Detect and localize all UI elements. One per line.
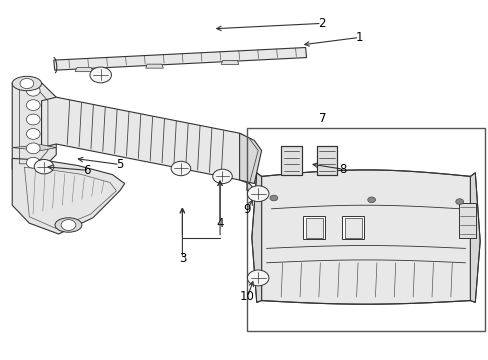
Polygon shape [12,145,56,150]
Circle shape [367,197,375,203]
Circle shape [20,78,34,89]
Ellipse shape [26,157,40,168]
Polygon shape [261,170,469,304]
Text: 5: 5 [116,158,123,171]
Polygon shape [12,83,56,169]
Polygon shape [75,68,93,72]
Polygon shape [251,173,261,302]
Bar [303,216,325,239]
Bar [281,146,301,175]
Text: 9: 9 [243,203,251,216]
Polygon shape [145,64,163,68]
Polygon shape [54,48,306,70]
Circle shape [61,220,76,230]
Bar [344,218,361,238]
Text: 4: 4 [216,217,224,230]
Ellipse shape [26,100,40,111]
Text: 3: 3 [178,252,186,265]
Ellipse shape [26,143,40,154]
Ellipse shape [26,85,40,96]
Circle shape [34,159,54,174]
Circle shape [269,195,277,201]
Text: 7: 7 [318,112,326,125]
Text: 10: 10 [240,291,254,303]
Ellipse shape [26,129,40,139]
Polygon shape [12,158,124,234]
Bar [316,146,337,175]
Bar [246,128,484,331]
Polygon shape [239,133,261,184]
Circle shape [247,270,268,286]
Circle shape [171,161,190,176]
Circle shape [212,169,232,184]
Polygon shape [469,173,479,302]
Ellipse shape [26,114,40,125]
Text: 2: 2 [317,17,325,30]
Bar [342,216,364,239]
Circle shape [247,186,268,202]
Circle shape [90,67,111,83]
Ellipse shape [12,76,41,91]
Text: 1: 1 [355,31,363,44]
Ellipse shape [55,218,82,232]
Text: 6: 6 [83,164,91,177]
Polygon shape [41,97,254,191]
Text: 8: 8 [339,163,346,176]
Circle shape [455,199,463,204]
Polygon shape [221,60,238,64]
Bar [458,203,475,238]
Bar [305,218,322,238]
